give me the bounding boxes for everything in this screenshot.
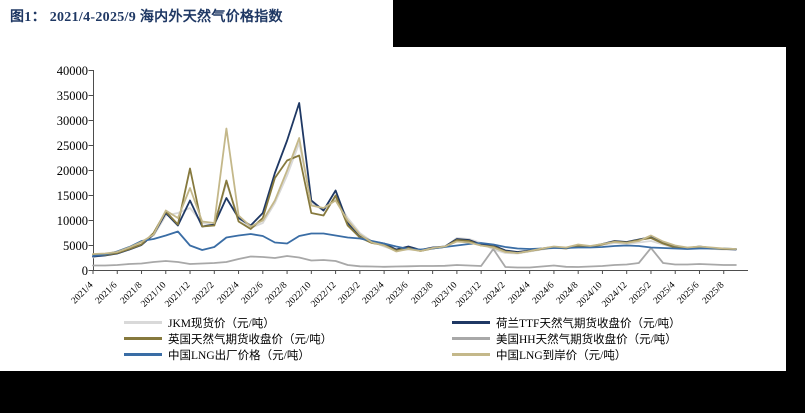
legend-label: JKM现货价（元/吨）: [168, 317, 275, 330]
y-tick-label: 0: [81, 263, 88, 278]
y-tick-label: 5000: [63, 238, 88, 253]
series-line-1: [92, 102, 737, 258]
y-tick-label: 35000: [56, 88, 88, 103]
legend: JKM现货价（元/吨） 荷兰TTF天然气期货收盘价（元/吨） 英国天然气期货收盘价（…: [124, 316, 681, 362]
legend-swatch: [124, 321, 162, 324]
series-line-5: [92, 127, 737, 255]
title-background: [0, 0, 393, 47]
legend-label: 英国天然气期货收盘价（元/吨）: [168, 333, 333, 346]
legend-item: 中国LNG出厂价格（元/吨）: [124, 348, 452, 362]
y-tick-label: 25000: [56, 138, 88, 153]
y-tick-label: 30000: [56, 113, 88, 128]
legend-swatch: [124, 353, 162, 356]
legend-label: 荷兰TTF天然气期货收盘价（元/吨）: [496, 317, 681, 330]
y-tick-label: 15000: [56, 188, 88, 203]
series-line-4: [92, 230, 737, 257]
y-tick-label: 20000: [56, 163, 88, 178]
legend-label: 美国HH天然气期货收盘价（元/吨）: [496, 333, 677, 346]
legend-item: 荷兰TTF天然气期货收盘价（元/吨）: [452, 316, 681, 330]
legend-swatch: [452, 353, 490, 356]
chart-background: [0, 47, 786, 371]
legend-item: 中国LNG到岸价（元/吨）: [452, 348, 681, 362]
legend-item: 美国HH天然气期货收盘价（元/吨）: [452, 332, 681, 346]
legend-label: 中国LNG到岸价（元/吨）: [496, 349, 627, 362]
legend-swatch: [124, 337, 162, 340]
legend-item: JKM现货价（元/吨）: [124, 316, 452, 330]
legend-label: 中国LNG出厂价格（元/吨）: [168, 349, 310, 362]
figure-title: 图1： 2021/4-2025/9 海内外天然气价格指数: [10, 10, 283, 25]
y-tick-label: 10000: [56, 213, 88, 228]
legend-swatch: [452, 337, 490, 340]
legend-swatch: [452, 321, 490, 324]
series-line-3: [92, 247, 737, 269]
legend-item: 英国天然气期货收盘价（元/吨）: [124, 332, 452, 346]
y-tick-label: 40000: [56, 63, 88, 78]
